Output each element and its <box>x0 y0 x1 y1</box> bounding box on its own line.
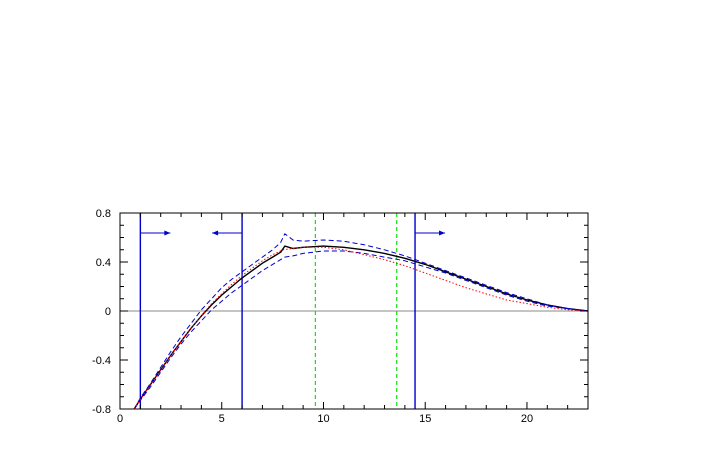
cut-arrow-head-0 <box>164 230 171 236</box>
series-line-1 <box>133 233 588 409</box>
x-tick-label-3: 15 <box>419 413 431 425</box>
y-tick-label-3: 0.4 <box>96 257 111 269</box>
series-line-3 <box>133 246 588 409</box>
x-tick-label-4: 20 <box>521 413 533 425</box>
x-tick-label-1: 5 <box>219 413 225 425</box>
series-line-0 <box>133 245 588 409</box>
y-tick-label-0: -0.8 <box>92 404 111 416</box>
y-tick-label-2: 0 <box>105 306 111 318</box>
y-tick-label-1: -0.4 <box>92 355 111 367</box>
cut-arrow-head-2 <box>439 230 446 236</box>
cut-arrow-head-1 <box>212 230 219 236</box>
y-tick-label-4: 0.8 <box>96 208 111 220</box>
x-tick-label-2: 10 <box>317 413 329 425</box>
series-line-2 <box>133 250 588 409</box>
plot-area <box>120 213 588 409</box>
x-tick-label-0: 0 <box>117 413 123 425</box>
